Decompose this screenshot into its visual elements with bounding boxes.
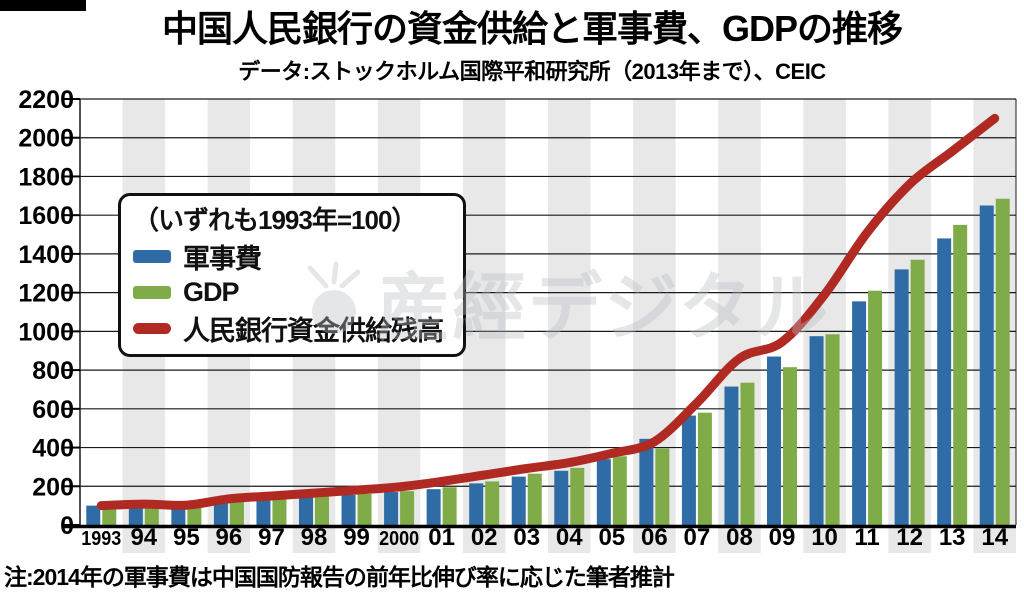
x-axis-label-05: 05: [598, 524, 625, 551]
x-axis-label-98: 98: [301, 524, 328, 551]
bar-military-14: [979, 205, 994, 525]
bar-military-96: [213, 500, 228, 525]
y-axis-label-1600: 1600: [18, 202, 74, 230]
bar-military-2000: [384, 492, 399, 525]
bar-military-97: [256, 498, 271, 525]
bar-gdp-09: [783, 367, 797, 525]
x-axis-label-07: 07: [684, 524, 711, 551]
x-axis-label-01: 01: [428, 524, 455, 551]
legend-item-pboc: 人民銀行資金供給残高: [133, 310, 451, 346]
bar-military-13: [937, 238, 952, 525]
chart-subtitle: データ:ストックホルム国際平和研究所（2013年まで）、CEIC: [238, 59, 826, 85]
chart-title: 中国人民銀行の資金供給と軍事費、GDPの推移: [161, 8, 903, 49]
legend-box: （いずれも1993年=100） 軍事費 GDP 人民銀行資金供給残高: [118, 193, 466, 357]
bar-gdp-11: [868, 290, 883, 525]
bar-military-1993: [86, 505, 101, 525]
x-axis-label-13: 13: [939, 524, 966, 551]
y-axis-label-2000: 2000: [18, 125, 74, 153]
y-axis-label-1400: 1400: [18, 241, 74, 269]
chart-header: 中国人民銀行の資金供給と軍事費、GDPの推移 データ:ストックホルム国際平和研究…: [40, 8, 1024, 86]
x-axis-label-04: 04: [556, 524, 583, 551]
x-axis-label-03: 03: [513, 524, 540, 551]
bar-military-06: [639, 438, 654, 525]
top-left-rule: [0, 0, 86, 11]
bar-gdp-12: [910, 259, 925, 525]
bar-gdp-99: [357, 494, 372, 525]
pboc-color-swatch: [133, 322, 171, 334]
legend-item-military: 軍事費: [133, 238, 451, 274]
bar-gdp-96: [229, 499, 244, 525]
y-axis-label-2200: 2200: [18, 86, 74, 114]
y-axis-label-800: 800: [32, 357, 74, 385]
military-color-swatch: [133, 249, 171, 263]
bar-gdp-01: [442, 487, 457, 525]
x-axis-label-09: 09: [769, 524, 796, 551]
bar-gdp-04: [570, 467, 585, 525]
x-axis-label-1993: 1993: [81, 528, 121, 550]
bar-military-07: [681, 415, 696, 525]
bar-gdp-06: [655, 448, 670, 525]
gdp-color-swatch: [133, 285, 171, 299]
y-axis-label-1200: 1200: [18, 280, 74, 308]
x-axis-label-06: 06: [641, 524, 668, 551]
bar-military-04: [554, 470, 569, 525]
x-axis-label-96: 96: [216, 524, 243, 551]
x-axis-label-95: 95: [173, 524, 200, 551]
bar-military-02: [469, 483, 484, 525]
legend-caption: （いずれも1993年=100）: [133, 205, 417, 235]
y-axis-label-400: 400: [32, 435, 74, 463]
x-axis-label-02: 02: [471, 524, 498, 551]
bar-military-08: [724, 386, 739, 525]
bar-military-12: [894, 269, 909, 525]
bar-gdp-08: [740, 382, 755, 525]
bar-gdp-13: [953, 224, 968, 525]
bar-military-01: [426, 489, 441, 525]
bar-military-99: [341, 494, 356, 525]
bar-military-09: [767, 356, 781, 525]
bar-gdp-14: [995, 198, 1010, 526]
bar-gdp-2000: [400, 491, 415, 525]
legend-item-gdp: GDP: [133, 274, 451, 310]
bar-military-05: [596, 459, 611, 525]
legend-label-pboc: 人民銀行資金供給残高: [183, 315, 444, 346]
x-axis-label-11: 11: [854, 524, 879, 551]
bar-gdp-10: [825, 334, 840, 525]
x-axis-label-2000: 2000: [379, 528, 419, 550]
legend-label-gdp: GDP: [183, 276, 240, 307]
bar-gdp-07: [697, 412, 712, 525]
y-axis-label-0: 0: [60, 512, 74, 540]
x-axis-label-99: 99: [343, 524, 370, 551]
x-axis-label-08: 08: [726, 524, 753, 551]
x-axis-label-10: 10: [811, 524, 838, 551]
footnote: 注:2014年の軍事費は中国国防報告の前年比伸び率に応じた筆者推計: [4, 564, 675, 590]
legend-label-military: 軍事費: [183, 243, 262, 274]
bar-military-03: [511, 476, 526, 525]
bar-gdp-97: [272, 497, 287, 525]
y-axis-label-1000: 1000: [18, 318, 74, 346]
pboc-supply-line: [96, 113, 1000, 511]
x-axis-label-14: 14: [981, 524, 1008, 551]
x-axis-label-94: 94: [130, 524, 157, 551]
y-axis-label-600: 600: [32, 396, 74, 424]
bar-military-98: [299, 496, 313, 525]
bar-gdp-98: [315, 495, 329, 525]
bar-gdp-1993: [102, 505, 117, 525]
bar-military-11: [852, 301, 867, 525]
x-axis-label-97: 97: [258, 524, 285, 551]
x-axis-label-12: 12: [896, 524, 923, 551]
bar-gdp-03: [527, 473, 542, 525]
bar-military-10: [809, 336, 824, 525]
bar-gdp-05: [612, 456, 627, 525]
bar-gdp-02: [485, 481, 500, 525]
y-axis-label-200: 200: [32, 473, 74, 501]
y-axis-label-1800: 1800: [18, 163, 74, 191]
